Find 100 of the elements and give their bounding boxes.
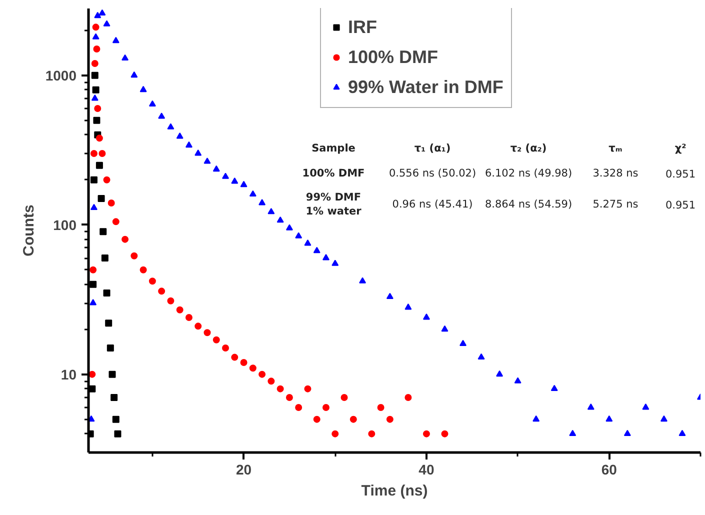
point bbox=[130, 71, 138, 78]
annotation: 100% DMF bbox=[302, 168, 365, 180]
point bbox=[313, 416, 320, 423]
point bbox=[148, 278, 156, 285]
point bbox=[91, 94, 98, 101]
point bbox=[268, 208, 275, 214]
annotation: 8.864 ns (54.59) bbox=[484, 198, 572, 210]
point bbox=[212, 336, 220, 344]
point bbox=[660, 415, 668, 422]
point bbox=[258, 370, 266, 378]
point bbox=[140, 266, 147, 274]
point bbox=[478, 353, 485, 360]
point bbox=[550, 384, 558, 392]
annotation: 0.556 ns (50.02) bbox=[388, 168, 476, 180]
x-tick-label: 20 bbox=[236, 462, 252, 478]
point bbox=[231, 354, 238, 361]
point bbox=[92, 86, 100, 94]
point bbox=[194, 322, 202, 330]
point bbox=[240, 359, 248, 366]
point bbox=[158, 288, 166, 295]
point bbox=[103, 20, 110, 26]
point bbox=[569, 430, 576, 436]
point bbox=[96, 134, 103, 142]
point bbox=[185, 314, 192, 321]
point bbox=[606, 415, 613, 422]
point bbox=[249, 190, 256, 197]
point bbox=[332, 430, 339, 438]
legend-label: 99% Water in DMF bbox=[348, 76, 504, 98]
point bbox=[185, 141, 192, 148]
point bbox=[441, 430, 448, 438]
annotation: Sample bbox=[312, 142, 356, 154]
point bbox=[295, 232, 302, 238]
point bbox=[313, 246, 320, 254]
point bbox=[404, 304, 412, 310]
annotation: 3.328 ns bbox=[592, 168, 638, 180]
annotation: 6.102 ns (49.98) bbox=[484, 168, 572, 180]
point bbox=[91, 60, 98, 68]
point bbox=[98, 150, 106, 158]
y-tick-label: 100 bbox=[53, 216, 77, 233]
annotation: 0.951 bbox=[665, 200, 696, 212]
point bbox=[222, 344, 230, 352]
point bbox=[532, 415, 540, 422]
point bbox=[140, 86, 147, 92]
point bbox=[304, 240, 312, 246]
point bbox=[176, 306, 184, 314]
point bbox=[268, 378, 275, 385]
point bbox=[90, 280, 97, 288]
point bbox=[514, 377, 522, 384]
annotation: τₘ bbox=[608, 142, 622, 154]
point bbox=[276, 385, 284, 392]
point bbox=[322, 404, 330, 411]
y-tick-label: 1000 bbox=[45, 67, 77, 84]
point bbox=[240, 180, 248, 188]
point bbox=[322, 254, 330, 260]
point bbox=[105, 320, 112, 327]
legend-label: 100% DMF bbox=[348, 46, 438, 68]
annotation: 0.951 bbox=[665, 168, 696, 180]
point bbox=[130, 252, 138, 260]
y-axis-title: Counts bbox=[20, 204, 38, 256]
annotation: χ² bbox=[674, 142, 687, 154]
point bbox=[112, 416, 120, 423]
x-tick-label: 40 bbox=[418, 462, 434, 478]
point bbox=[112, 36, 120, 44]
point bbox=[106, 344, 114, 352]
point bbox=[624, 430, 631, 436]
point bbox=[122, 236, 129, 243]
point bbox=[377, 404, 384, 411]
point bbox=[100, 228, 107, 236]
point bbox=[167, 297, 174, 304]
point bbox=[90, 299, 97, 306]
point bbox=[332, 260, 339, 266]
point bbox=[96, 162, 103, 169]
x-tick-label: 60 bbox=[601, 462, 618, 478]
point bbox=[422, 314, 430, 320]
point bbox=[158, 112, 166, 119]
point bbox=[359, 277, 366, 284]
point bbox=[276, 216, 284, 223]
point bbox=[93, 116, 100, 124]
point bbox=[368, 430, 376, 438]
point bbox=[90, 150, 98, 158]
point bbox=[92, 33, 100, 40]
point bbox=[350, 416, 357, 423]
point bbox=[304, 385, 312, 392]
annotation: τ₁ (α₁) bbox=[414, 142, 451, 154]
point bbox=[286, 394, 293, 401]
point bbox=[204, 329, 211, 336]
point bbox=[167, 123, 174, 130]
point bbox=[112, 218, 120, 226]
point bbox=[231, 178, 238, 184]
point bbox=[286, 224, 293, 230]
point bbox=[108, 370, 116, 378]
y-tick-label: 10 bbox=[60, 366, 77, 382]
annotation: τ₂ (α₂) bbox=[510, 142, 547, 154]
point bbox=[194, 150, 202, 156]
point bbox=[92, 24, 100, 31]
point bbox=[90, 266, 97, 274]
point bbox=[122, 54, 129, 61]
point bbox=[441, 325, 448, 332]
point bbox=[386, 416, 394, 423]
point bbox=[642, 404, 650, 410]
